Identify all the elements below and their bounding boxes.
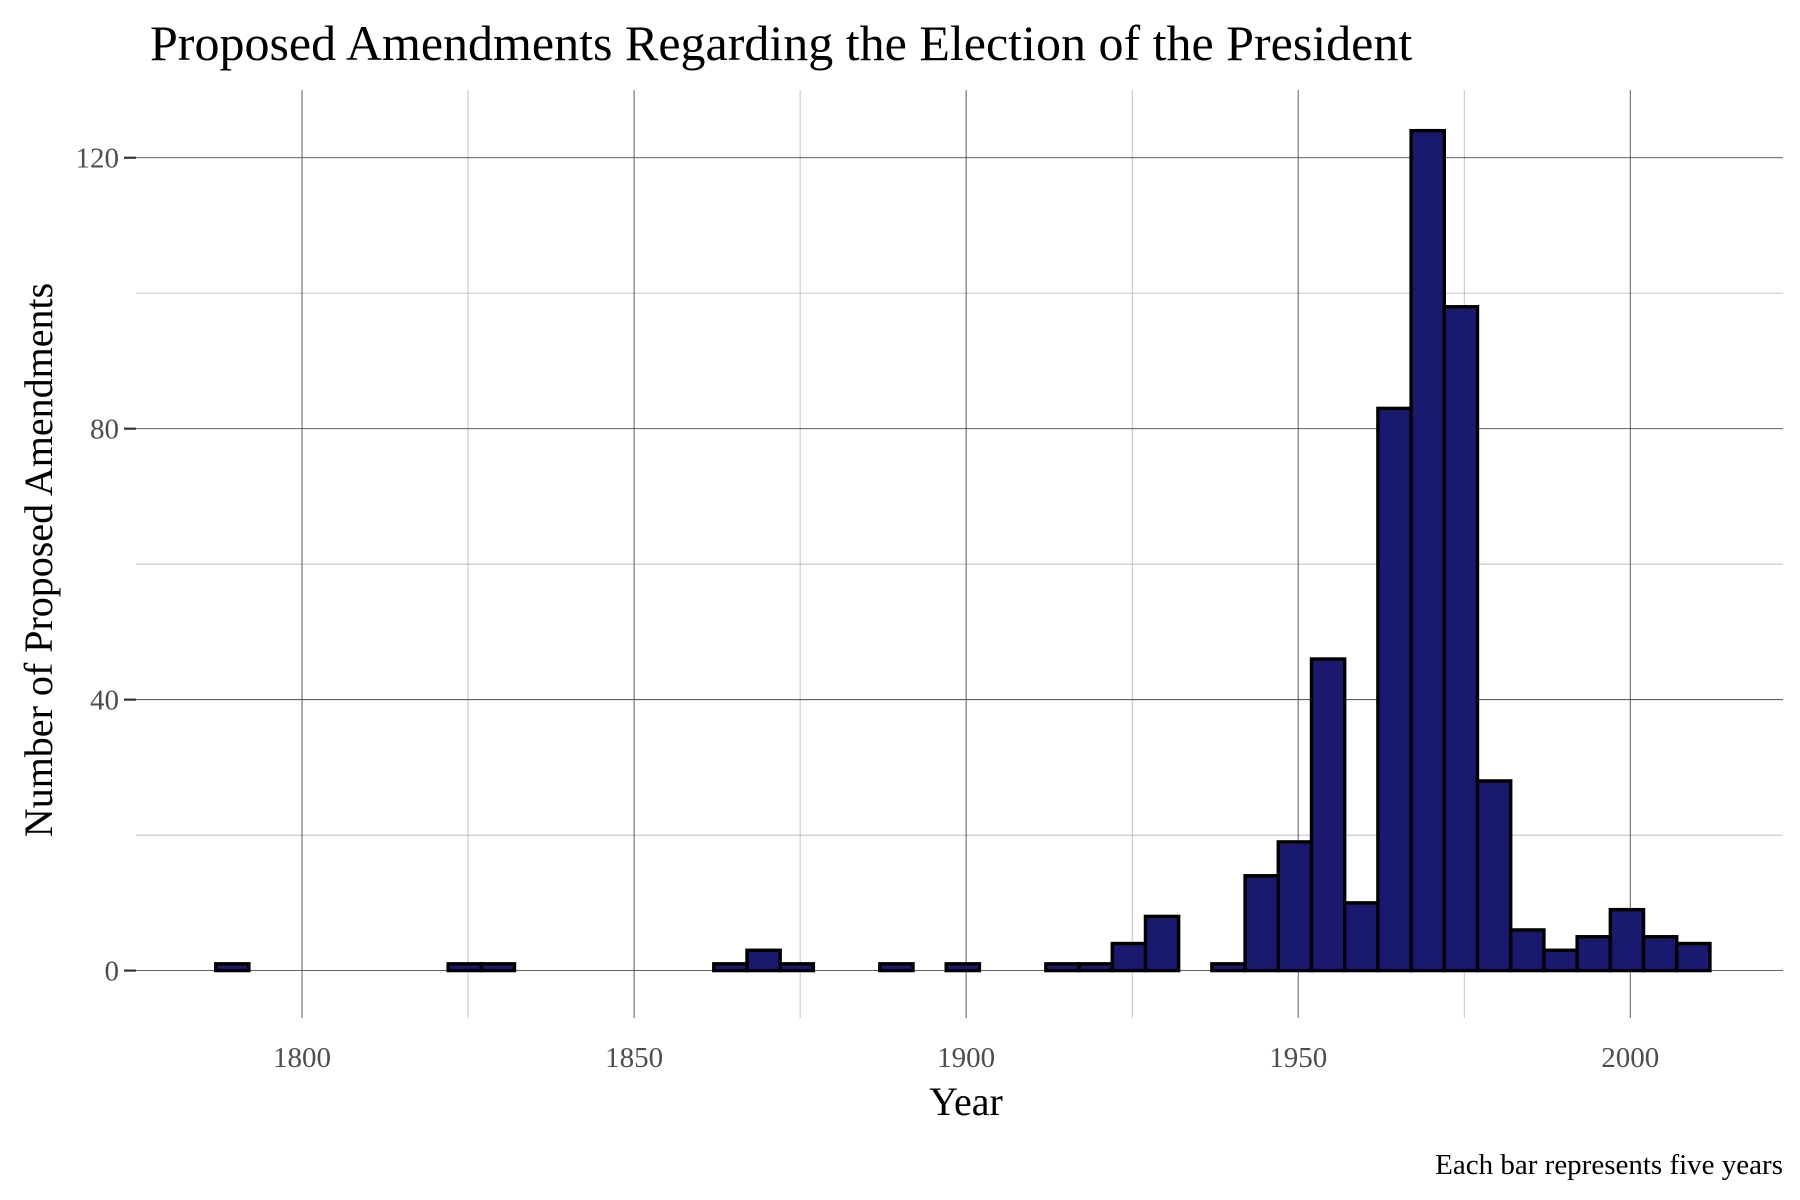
histogram-bar: [778, 962, 816, 973]
histogram-bar: [1376, 406, 1413, 973]
histogram-bar: [1077, 962, 1114, 973]
histogram-bar: [1608, 907, 1646, 973]
histogram-bar: [1276, 840, 1314, 973]
histogram-bar: [1044, 962, 1081, 973]
y-tick-label: 120: [76, 143, 120, 175]
y-axis-title: Number of Proposed Amendments: [16, 283, 61, 837]
histogram-bar: [1210, 962, 1247, 973]
axis-ticks: [124, 156, 136, 972]
histogram-bar: [1575, 935, 1613, 973]
x-axis-title: Year: [929, 1079, 1003, 1124]
histogram-bar: [479, 962, 517, 973]
chart-title: Proposed Amendments Regarding the Electi…: [150, 15, 1412, 71]
x-tick-label: 1950: [1269, 1042, 1327, 1074]
x-tick-label: 1900: [937, 1042, 995, 1074]
histogram-bar: [1509, 928, 1546, 973]
histogram-bar: [1641, 935, 1679, 973]
histogram-bar: [1542, 948, 1579, 973]
y-tick-label: 80: [90, 414, 119, 446]
tick-labels: 0 40 80 120 1800 1850 1900 1950 2000: [76, 143, 1660, 1074]
histogram-bar: [1309, 657, 1347, 973]
histogram-bar: [745, 948, 782, 973]
histogram-bar: [1143, 914, 1181, 973]
histogram-bar: [1243, 874, 1280, 973]
histogram-bar: [944, 962, 982, 973]
x-tick-label: 2000: [1601, 1042, 1659, 1074]
histogram-bar: [712, 962, 749, 973]
histogram-bar: [1342, 901, 1380, 973]
bars: [213, 128, 1712, 973]
histogram-bar: [1475, 779, 1513, 973]
chart-caption: Each bar represents five years: [1435, 1149, 1783, 1181]
histogram-bar: [1675, 941, 1712, 973]
gridlines: [136, 90, 1783, 1018]
histogram-bar: [1442, 305, 1480, 973]
histogram-bar: [1409, 128, 1447, 973]
y-tick-label: 0: [105, 956, 120, 988]
x-tick-label: 1850: [605, 1042, 663, 1074]
y-tick-label: 40: [90, 685, 119, 717]
histogram-bar: [1110, 941, 1148, 973]
histogram-bar: [878, 962, 915, 973]
x-tick-label: 1800: [273, 1042, 331, 1074]
histogram-bar: [213, 962, 251, 973]
histogram-bar: [446, 962, 484, 973]
